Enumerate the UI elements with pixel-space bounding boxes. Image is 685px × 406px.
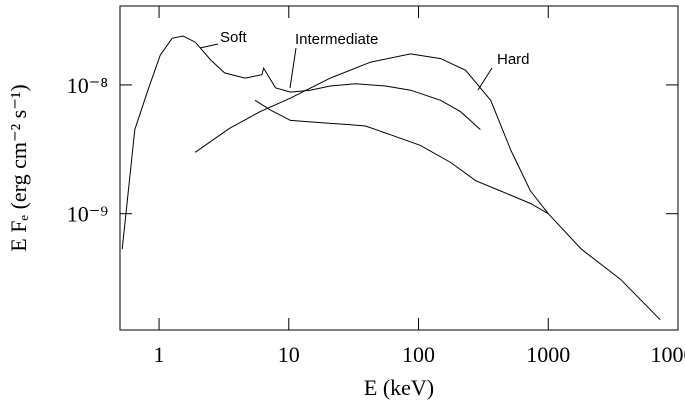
x-axis-label: E (keV) bbox=[364, 375, 434, 400]
series-label: Intermediate bbox=[295, 31, 378, 48]
plot-frame bbox=[119, 5, 679, 331]
x-tick-label: 1 bbox=[154, 342, 165, 367]
x-tick-label: 100 bbox=[402, 342, 435, 367]
label-leader bbox=[477, 67, 493, 91]
spectrum-line bbox=[121, 35, 481, 250]
x-tick-label: 10 bbox=[278, 342, 300, 367]
series-label: Hard bbox=[497, 51, 530, 68]
spectrum-line bbox=[254, 99, 549, 215]
x-tick-label: 1000 bbox=[526, 342, 570, 367]
label-leader bbox=[199, 43, 219, 49]
y-tick-label: 10⁻⁸ bbox=[67, 73, 108, 98]
y-tick-label: 10⁻⁹ bbox=[67, 202, 109, 227]
spectrum-line bbox=[194, 53, 661, 321]
x-tick-label: 10000 bbox=[651, 342, 685, 367]
y-axis-label: E Fₑ (erg cm⁻² s⁻¹) bbox=[6, 84, 31, 252]
label-leader bbox=[289, 47, 297, 89]
series-label: Soft bbox=[220, 29, 248, 46]
